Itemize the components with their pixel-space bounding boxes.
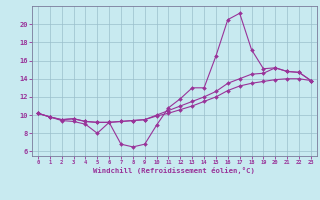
- X-axis label: Windchill (Refroidissement éolien,°C): Windchill (Refroidissement éolien,°C): [93, 167, 255, 174]
